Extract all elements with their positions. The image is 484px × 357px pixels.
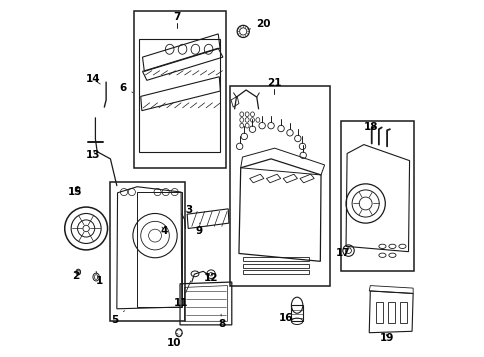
Text: 19: 19 [379,333,394,343]
Bar [387,302,394,323]
Text: 18: 18 [363,122,378,132]
Text: 14: 14 [86,74,100,84]
Bar [133,11,226,168]
Bar [291,305,302,321]
Text: 16: 16 [278,310,293,323]
Bar [399,302,406,323]
Text: 10: 10 [166,335,181,348]
Text: 17: 17 [335,248,350,258]
Text: 20: 20 [248,19,270,29]
Bar [242,257,308,261]
Text: 15: 15 [67,187,82,197]
Bar [242,270,308,274]
Text: 13: 13 [86,150,100,160]
Text: 6: 6 [119,83,133,93]
Text: 4: 4 [161,226,168,236]
Text: 9: 9 [195,223,202,236]
Text: 3: 3 [185,205,192,215]
Bar [229,86,329,286]
Bar [139,39,220,152]
Text: 2: 2 [72,271,79,281]
Bar [242,264,308,268]
Text: 11: 11 [173,281,190,308]
Text: 5: 5 [111,311,124,325]
Text: 7: 7 [173,12,180,22]
Bar [340,121,413,271]
Bar [375,302,382,323]
Text: 12: 12 [204,273,218,283]
Text: 21: 21 [266,78,281,88]
Bar [109,182,184,321]
Text: 1: 1 [95,271,103,286]
Text: 8: 8 [218,314,225,329]
